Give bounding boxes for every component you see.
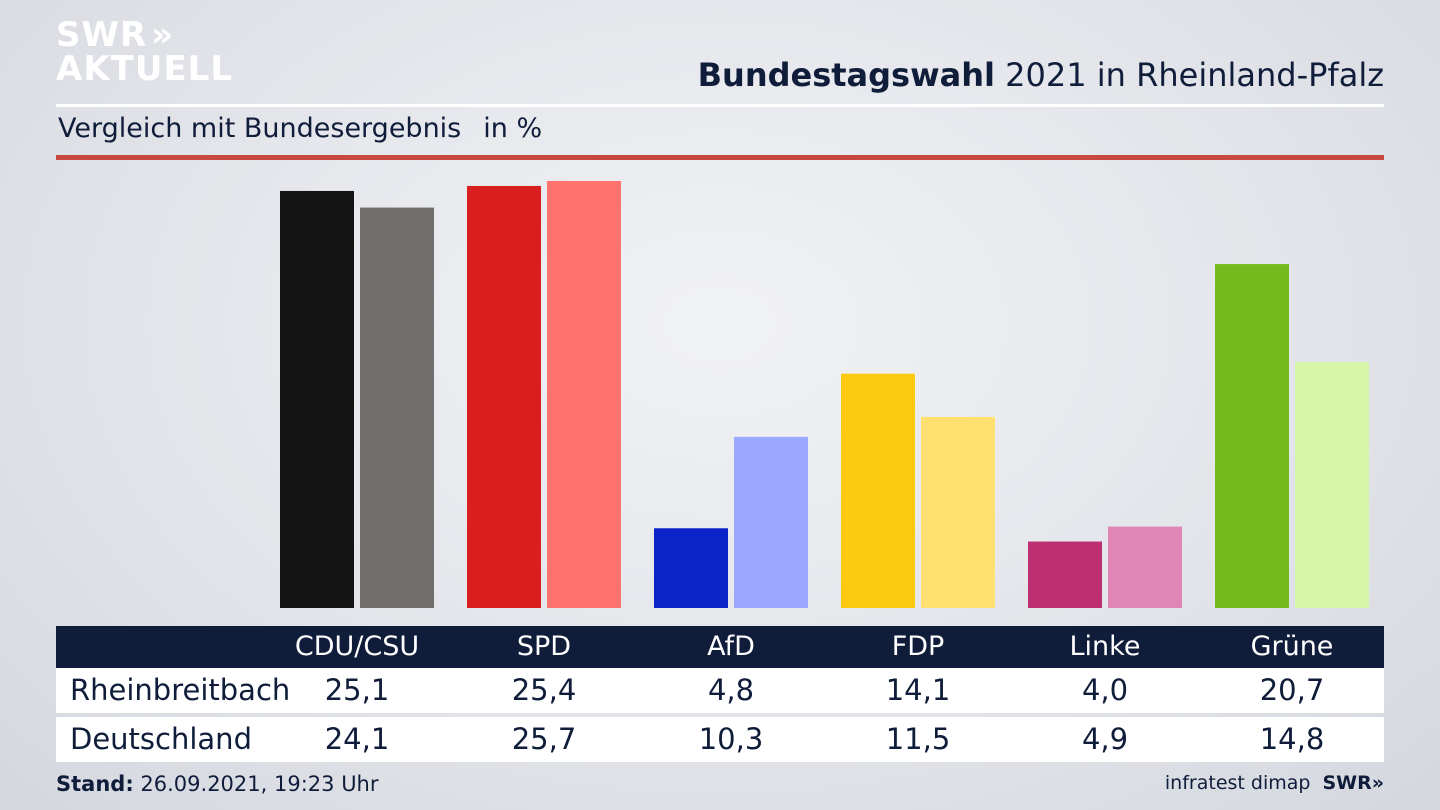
category-label-gr-ne: Grüne: [1250, 631, 1334, 662]
chevrons-icon: »: [151, 15, 175, 55]
swr-aktuell-logo: SWR» AKTUELL: [56, 15, 234, 89]
value-fdp-rheinbreitbach: 14,1: [885, 673, 951, 707]
value-afd-rheinbreitbach: 4,8: [707, 673, 755, 707]
bar-fdp-deutschland: [921, 416, 995, 608]
category-label-fdp: FDP: [891, 631, 945, 662]
bar-afd-rheinbreitbach: [654, 528, 728, 608]
source-credit: infratest dimap SWR»: [1164, 772, 1384, 794]
bar-afd-deutschland: [734, 436, 808, 608]
category-label-cdu-csu: CDU/CSU: [294, 631, 420, 662]
value-fdp-deutschland: 11,5: [885, 722, 951, 756]
title-divider: [56, 104, 1384, 107]
bar-gr-ne-deutschland: [1295, 362, 1369, 608]
value-linke-deutschland: 4,9: [1081, 722, 1129, 756]
page-title: Bundestagswahl 2021 in Rheinland-Pfalz: [697, 56, 1384, 94]
bar-cdu-csu-deutschland: [360, 207, 434, 609]
bar-linke-rheinbreitbach: [1028, 541, 1102, 608]
value-cdu-csu-deutschland: 24,1: [324, 722, 390, 756]
table-row-rheinbreitbach: Rheinbreitbach 25,1 25,4 4,8 14,1 4,0 20,7: [56, 668, 1384, 713]
value-gr-ne-deutschland: 14,8: [1259, 722, 1325, 756]
swr-logo: SWR»: [1322, 772, 1384, 794]
value-cdu-csu-rheinbreitbach: 25,1: [324, 673, 390, 707]
subtitle-divider: [56, 155, 1384, 160]
row-label: Deutschland: [70, 722, 252, 756]
value-gr-ne-rheinbreitbach: 20,7: [1259, 673, 1325, 707]
value-linke-rheinbreitbach: 4,0: [1081, 673, 1129, 707]
bar-gr-ne-rheinbreitbach: [1215, 264, 1289, 608]
table-row-deutschland: Deutschland 24,1 25,7 10,3 11,5 4,9 14,8: [56, 717, 1384, 762]
unit-label: in %: [483, 113, 543, 144]
value-spd-deutschland: 25,7: [511, 722, 577, 756]
chart-subtitle: Vergleich mit Bundesergebnis in %: [58, 113, 543, 144]
category-label-afd: AfD: [707, 631, 755, 662]
bar-spd-deutschland: [547, 180, 621, 608]
bar-linke-deutschland: [1108, 526, 1182, 608]
bar-fdp-rheinbreitbach: [841, 373, 915, 608]
row-label: Rheinbreitbach: [70, 673, 291, 707]
value-afd-deutschland: 10,3: [698, 722, 764, 756]
bar-cdu-csu-rheinbreitbach: [280, 190, 354, 608]
category-label-spd: SPD: [516, 631, 572, 662]
value-spd-rheinbreitbach: 25,4: [511, 673, 577, 707]
category-label-linke: Linke: [1069, 631, 1141, 662]
timestamp: Stand: 26.09.2021, 19:23 Uhr: [56, 772, 379, 796]
table-header-row: CDU/CSU SPD AfD FDP Linke Grüne: [56, 626, 1384, 668]
bar-spd-rheinbreitbach: [467, 185, 541, 608]
